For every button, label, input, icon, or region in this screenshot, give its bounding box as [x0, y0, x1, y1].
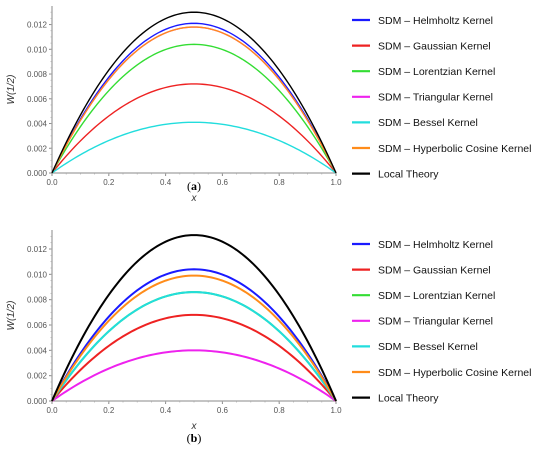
legend: SDM – Helmholtz Kernel SDM – Gaussian Ker…: [352, 15, 531, 180]
y-tick-label: 0.006: [27, 95, 48, 104]
series-line-4: [51, 26, 337, 174]
y-tick-label: 0.012: [27, 245, 48, 254]
caption-paren-close: ): [197, 179, 201, 193]
caption-paren-open: (: [187, 179, 191, 193]
legend-entry: SDM – Triangular Kernel: [378, 92, 493, 104]
legend-entry: Local Theory: [378, 168, 439, 180]
series-line-1: [51, 22, 337, 174]
y-tick-label: 0.012: [27, 21, 48, 30]
legend-entry: SDM – Hyperbolic Cosine Kernel: [378, 367, 531, 379]
series-line-2: [51, 313, 337, 402]
y-tick-label: 0.010: [27, 270, 48, 279]
series-line-7: [51, 11, 337, 174]
x-tick-label: 0.8: [274, 178, 286, 187]
series-line-7: [51, 234, 337, 402]
series-line-6: [51, 26, 337, 174]
legend-entry: SDM – Hyperbolic Cosine Kernel: [378, 143, 531, 155]
chart-panel-a: 0.0 0.2 0.4 0.6 0.8 1.0 0.000 0.002 0.004 0.006 0.…: [6, 6, 531, 204]
legend-entry: SDM – Bessel Kernel: [378, 117, 478, 129]
series-line-5: [51, 291, 337, 402]
y-tick-label: 0.004: [27, 346, 48, 355]
series-line-1: [51, 268, 337, 402]
panel-caption: (b): [187, 431, 202, 445]
legend-entry: SDM – Gaussian Kernel: [378, 40, 491, 52]
y-tick-label: 0.002: [27, 372, 48, 381]
caption-letter: b: [191, 431, 198, 445]
x-tick-label: 0.6: [217, 178, 229, 187]
x-tick-label: 0.4: [160, 406, 172, 415]
series-line-3: [51, 43, 337, 174]
y-tick-label: 0.008: [27, 70, 48, 79]
series-line-2: [51, 83, 337, 174]
y-tick-label: 0.002: [27, 144, 48, 153]
y-axis-label: W(1/2): [6, 75, 17, 105]
caption-paren-open: (: [187, 431, 191, 445]
legend-entry: Local Theory: [378, 392, 439, 404]
y-tick-label: 0.004: [27, 120, 48, 129]
legend: SDM – Helmholtz Kernel SDM – Gaussian Ker…: [352, 239, 531, 404]
x-axis-label: x: [191, 193, 198, 204]
y-tick-label: 0.010: [27, 45, 48, 54]
x-tick-label: 0.4: [160, 178, 172, 187]
legend-entry: SDM – Helmholtz Kernel: [378, 15, 493, 27]
x-tick-label: 0.0: [46, 178, 58, 187]
caption-paren-close: ): [197, 431, 201, 445]
y-tick-label: 0.006: [27, 321, 48, 330]
series-line-5: [51, 121, 337, 174]
x-tick-label: 0.2: [103, 406, 115, 415]
x-tick-label: 1.0: [330, 406, 342, 415]
x-axis-label: x: [191, 421, 198, 432]
x-tick-label: 0.2: [103, 178, 115, 187]
legend-entry: SDM – Triangular Kernel: [378, 316, 493, 328]
legend-entry: SDM – Bessel Kernel: [378, 341, 478, 353]
legend-entry: SDM – Lorentzian Kernel: [378, 66, 495, 78]
y-axis-label: W(1/2): [6, 301, 17, 331]
panel-caption: (a): [187, 179, 201, 193]
y-tick-label: 0.000: [27, 397, 48, 406]
legend-entry: SDM – Lorentzian Kernel: [378, 290, 495, 302]
y-tick-label: 0.008: [27, 296, 48, 305]
series-line-6: [51, 274, 337, 402]
x-tick-label: 1.0: [330, 178, 342, 187]
series-line-4: [51, 349, 337, 402]
y-tick-label: 0.000: [27, 169, 48, 178]
x-tick-label: 0.6: [217, 406, 229, 415]
x-tick-label: 0.0: [46, 406, 58, 415]
legend-entry: SDM – Helmholtz Kernel: [378, 239, 493, 251]
caption-letter: a: [191, 179, 197, 193]
legend-entry: SDM – Gaussian Kernel: [378, 264, 491, 276]
x-tick-label: 0.8: [274, 406, 286, 415]
chart-panel-b: 0.0 0.2 0.4 0.6 0.8 1.0 0.000 0.002 0.004 0.006 0.…: [6, 230, 531, 445]
